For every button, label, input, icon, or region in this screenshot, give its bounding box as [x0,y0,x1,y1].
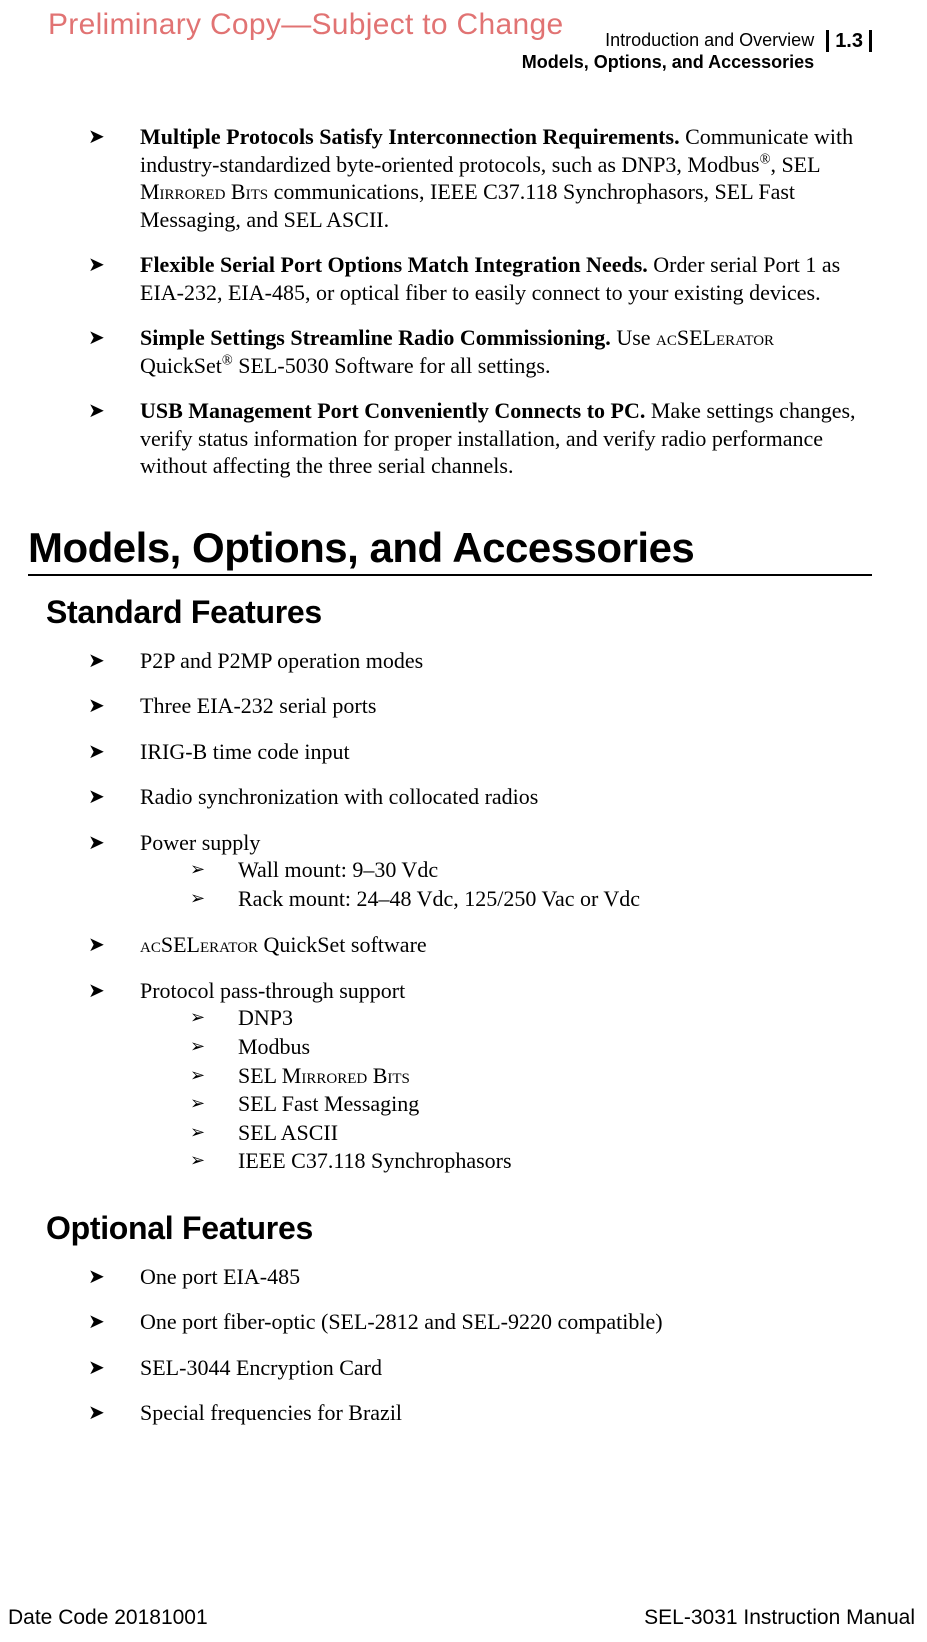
bullet-arrow-icon: ➤ [88,829,140,856]
bullet-title: Simple Settings Streamline Radio Commiss… [140,325,611,350]
bullet-text: Power supply➢Wall mount: 9–30 Vdc➢Rack m… [140,829,872,914]
bullet-text: One port fiber-optic (SEL-2812 and SEL-9… [140,1308,872,1336]
bullet-text: Simple Settings Streamline Radio Commiss… [140,324,872,379]
bullet-item: ➤Special frequencies for Brazil [88,1399,872,1427]
bullet-item: ➤Three EIA-232 serial ports [88,692,872,720]
bullet-text: USB Management Port Conveniently Connect… [140,397,872,480]
bullet-arrow-icon: ➤ [88,397,140,424]
bullet-title: Multiple Protocols Satisfy Interconnecti… [140,124,680,149]
sub-bullet-item: ➢SEL ASCII [190,1119,872,1148]
header-section: Models, Options, and Accessories [522,52,814,74]
bullet-arrow-icon: ➤ [88,324,140,351]
bullet-text: One port EIA-485 [140,1263,872,1291]
bullet-arrow-icon: ➤ [88,123,140,150]
sub-bullet-text: SEL ASCII [238,1119,338,1148]
bullet-item: ➤Simple Settings Streamline Radio Commis… [88,324,872,379]
page-footer: Date Code 20181001 SEL-3031 Instruction … [0,1606,927,1630]
bullet-item: ➤P2P and P2MP operation modes [88,647,872,675]
bullet-item: ➤USB Management Port Conveniently Connec… [88,397,872,480]
optional-features-heading: Optional Features [46,1210,872,1247]
bullet-arrow-icon: ➤ [88,1308,140,1335]
bullet-arrow-icon: ➤ [88,783,140,810]
optional-features-list: ➤One port EIA-485➤One port fiber-optic (… [88,1263,872,1427]
bullet-arrow-icon: ➤ [88,1399,140,1426]
bullet-item: ➤SEL-3044 Encryption Card [88,1354,872,1382]
bullet-item: ➤Flexible Serial Port Options Match Inte… [88,251,872,306]
sub-bullet-arrow-icon: ➢ [190,885,238,910]
sub-bullet-item: ➢DNP3 [190,1004,872,1033]
standard-features-heading: Standard Features [46,594,872,631]
sub-bullet-item: ➢Wall mount: 9–30 Vdc [190,856,872,885]
sub-bullet-arrow-icon: ➢ [190,1090,238,1115]
watermark-text: Preliminary Copy—Subject to Change [48,8,563,42]
bullet-text: Protocol pass-through support➢DNP3➢Modbu… [140,977,872,1176]
sub-bullet-arrow-icon: ➢ [190,1147,238,1172]
bullet-item: ➤Protocol pass-through support➢DNP3➢Modb… [88,977,872,1176]
bullet-text: Radio synchronization with collocated ra… [140,783,872,811]
bullet-arrow-icon: ➤ [88,1263,140,1290]
bullet-text: Special frequencies for Brazil [140,1399,872,1427]
footer-manual-title: SEL-3031 Instruction Manual [644,1606,915,1630]
page-content: Introduction and Overview Models, Option… [0,0,927,1427]
header-text-block: Introduction and Overview Models, Option… [522,30,814,73]
bullet-arrow-icon: ➤ [88,977,140,1004]
bullet-arrow-icon: ➤ [88,738,140,765]
sub-bullet-item: ➢SEL Mirrored Bits [190,1062,872,1091]
bullet-item: ➤acSELerator QuickSet software [88,931,872,959]
sub-bullet-arrow-icon: ➢ [190,1062,238,1087]
sub-bullet-arrow-icon: ➢ [190,1119,238,1144]
sub-bullet-item: ➢Modbus [190,1033,872,1062]
bullet-item: ➤Multiple Protocols Satisfy Interconnect… [88,123,872,233]
sub-bullet-text: DNP3 [238,1004,293,1033]
sub-bullet-list: ➢DNP3➢Modbus➢SEL Mirrored Bits➢SEL Fast … [190,1004,872,1176]
sub-bullet-text: IEEE C37.118 Synchrophasors [238,1147,512,1176]
bullet-text: Flexible Serial Port Options Match Integ… [140,251,872,306]
bullet-title: Flexible Serial Port Options Match Integ… [140,252,648,277]
bullet-text: P2P and P2MP operation modes [140,647,872,675]
bullet-text: Multiple Protocols Satisfy Interconnecti… [140,123,872,233]
standard-features-list: ➤P2P and P2MP operation modes➤Three EIA-… [88,647,872,1176]
bullet-arrow-icon: ➤ [88,251,140,278]
bullet-item: ➤Radio synchronization with collocated r… [88,783,872,811]
header-chapter: Introduction and Overview [522,30,814,52]
bullet-text: SEL-3044 Encryption Card [140,1354,872,1382]
sub-bullet-text: Modbus [238,1033,310,1062]
bullet-text: Three EIA-232 serial ports [140,692,872,720]
sub-bullet-item: ➢IEEE C37.118 Synchrophasors [190,1147,872,1176]
footer-date-code: Date Code 20181001 [8,1606,208,1630]
sub-bullet-item: ➢Rack mount: 24–48 Vdc, 125/250 Vac or V… [190,885,872,914]
bullet-item: ➤IRIG-B time code input [88,738,872,766]
bullet-item: ➤One port fiber-optic (SEL-2812 and SEL-… [88,1308,872,1336]
bullet-arrow-icon: ➤ [88,692,140,719]
sub-bullet-arrow-icon: ➢ [190,1033,238,1058]
sub-bullet-text: SEL Fast Messaging [238,1090,419,1119]
sub-bullet-text: Wall mount: 9–30 Vdc [238,856,438,885]
sub-bullet-item: ➢SEL Fast Messaging [190,1090,872,1119]
sub-bullet-text: SEL Mirrored Bits [238,1062,410,1091]
bullet-text: IRIG-B time code input [140,738,872,766]
bullet-arrow-icon: ➤ [88,931,140,958]
bullet-title: USB Management Port Conveniently Connect… [140,398,645,423]
bullet-text: acSELerator QuickSet software [140,931,872,959]
section-heading: Models, Options, and Accessories [28,524,872,576]
bullet-arrow-icon: ➤ [88,647,140,674]
bullet-item: ➤One port EIA-485 [88,1263,872,1291]
bullet-item: ➤Power supply➢Wall mount: 9–30 Vdc➢Rack … [88,829,872,914]
sub-bullet-list: ➢Wall mount: 9–30 Vdc➢Rack mount: 24–48 … [190,856,872,913]
top-bullet-list: ➤Multiple Protocols Satisfy Interconnect… [88,123,872,480]
bullet-arrow-icon: ➤ [88,1354,140,1381]
sub-bullet-text: Rack mount: 24–48 Vdc, 125/250 Vac or Vd… [238,885,640,914]
sub-bullet-arrow-icon: ➢ [190,1004,238,1029]
sub-bullet-arrow-icon: ➢ [190,856,238,881]
page-number: 1.3 [826,30,872,52]
